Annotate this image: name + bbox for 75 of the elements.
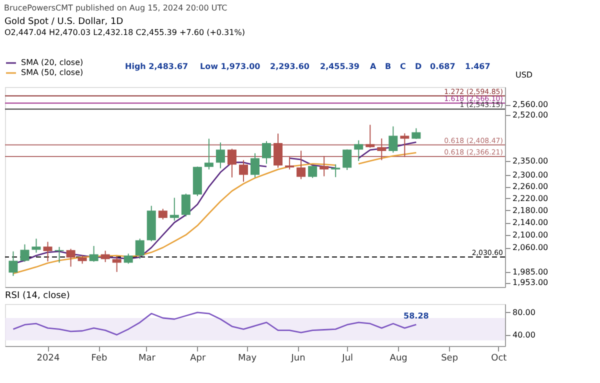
candlestick bbox=[342, 148, 352, 170]
candlestick bbox=[285, 156, 294, 170]
y-tick-label: 2,180.00 bbox=[512, 206, 548, 215]
y-tick-label: 2,220.00 bbox=[512, 194, 548, 203]
legend-label: SMA (20, close) bbox=[21, 58, 84, 67]
candlestick bbox=[112, 256, 122, 272]
candlestick bbox=[100, 250, 110, 263]
annotation: 58.28 bbox=[404, 312, 430, 321]
candlestick bbox=[170, 197, 179, 222]
chart-subtitle: O2,447.04 H2,470.03 L2,432.18 C2,455.39 +7.60 (+0.31%) bbox=[4, 28, 245, 37]
text: BrucePowersCMT published on Aug 15, 2024 20:00 UTC bbox=[4, 4, 228, 12]
candlestick bbox=[216, 142, 225, 169]
y-tick-label: 2,560.00 bbox=[512, 100, 548, 110]
y-tick-label: 80.00 bbox=[512, 308, 536, 317]
chart-title: RSI (14, close) bbox=[5, 291, 70, 301]
y-tick-label: 1,953.00 bbox=[512, 278, 548, 288]
candlestick bbox=[388, 126, 398, 154]
text: C bbox=[400, 62, 406, 71]
x-tick-label: Sep bbox=[441, 354, 458, 364]
y-tick-label: 2,350.00 bbox=[512, 156, 548, 166]
candlestick bbox=[89, 245, 98, 262]
x-tick-label: Apr bbox=[190, 354, 206, 364]
candlestick bbox=[32, 238, 41, 254]
candlestick bbox=[412, 128, 421, 140]
text: B bbox=[385, 62, 392, 71]
chart-title: Gold Spot / U.S. Dollar, 1D bbox=[4, 17, 124, 27]
text: D bbox=[415, 62, 422, 71]
x-tick-label: May bbox=[238, 354, 258, 364]
text: 2,455.39 bbox=[320, 62, 360, 71]
candlestick bbox=[250, 152, 260, 178]
x-tick-label: Jun bbox=[290, 354, 306, 364]
x-tick-label: 2024 bbox=[36, 354, 60, 364]
text: 0.687 bbox=[430, 62, 456, 71]
x-tick-label: Feb bbox=[91, 354, 108, 364]
y-tick-label: 2,520.00 bbox=[512, 110, 548, 120]
candlestick bbox=[354, 140, 364, 162]
text: Low 1,973.00 bbox=[200, 62, 261, 71]
candlestick bbox=[227, 148, 236, 178]
candlestick bbox=[377, 138, 386, 161]
text: 2,293.60 bbox=[270, 62, 310, 71]
y-axis-title: USD bbox=[516, 70, 533, 80]
y-tick-label: 2,260.00 bbox=[512, 182, 548, 192]
candlestick bbox=[331, 164, 340, 178]
y-tick-label: 2,060.00 bbox=[512, 243, 548, 252]
candlestick bbox=[262, 140, 272, 164]
y-tick-label: 2,300.00 bbox=[512, 170, 548, 180]
candlestick bbox=[274, 133, 283, 168]
candlestick bbox=[204, 138, 214, 170]
y-tick-label: 2,100.00 bbox=[512, 230, 548, 240]
legend-label: SMA (50, close) bbox=[21, 68, 84, 77]
y-tick-label: 1,985.00 bbox=[512, 267, 548, 276]
candlestick bbox=[43, 241, 52, 262]
y-tick-label: 2,140.00 bbox=[512, 218, 548, 228]
candlestick bbox=[296, 150, 306, 180]
text: High 2,483.67 bbox=[125, 62, 188, 71]
candlestick bbox=[8, 250, 18, 276]
candlestick bbox=[124, 253, 133, 264]
x-tick-label: Oct bbox=[491, 354, 508, 364]
candlestick bbox=[181, 193, 190, 217]
x-tick-label: Mar bbox=[138, 354, 156, 364]
x-tick-label: Jul bbox=[341, 354, 354, 364]
candlestick bbox=[320, 155, 329, 177]
x-tick-label: Aug bbox=[390, 354, 408, 364]
text: 1.467 bbox=[465, 62, 490, 71]
candlestick bbox=[54, 246, 64, 264]
y-tick-label: 40.00 bbox=[512, 330, 536, 340]
candlestick bbox=[308, 164, 318, 178]
candlestick bbox=[366, 124, 375, 148]
candlestick bbox=[238, 160, 248, 182]
candlestick bbox=[20, 244, 30, 262]
candlestick bbox=[400, 132, 410, 158]
candlestick bbox=[66, 248, 76, 268]
candlestick bbox=[135, 238, 144, 260]
text: A bbox=[370, 62, 377, 71]
candlestick bbox=[158, 208, 168, 220]
